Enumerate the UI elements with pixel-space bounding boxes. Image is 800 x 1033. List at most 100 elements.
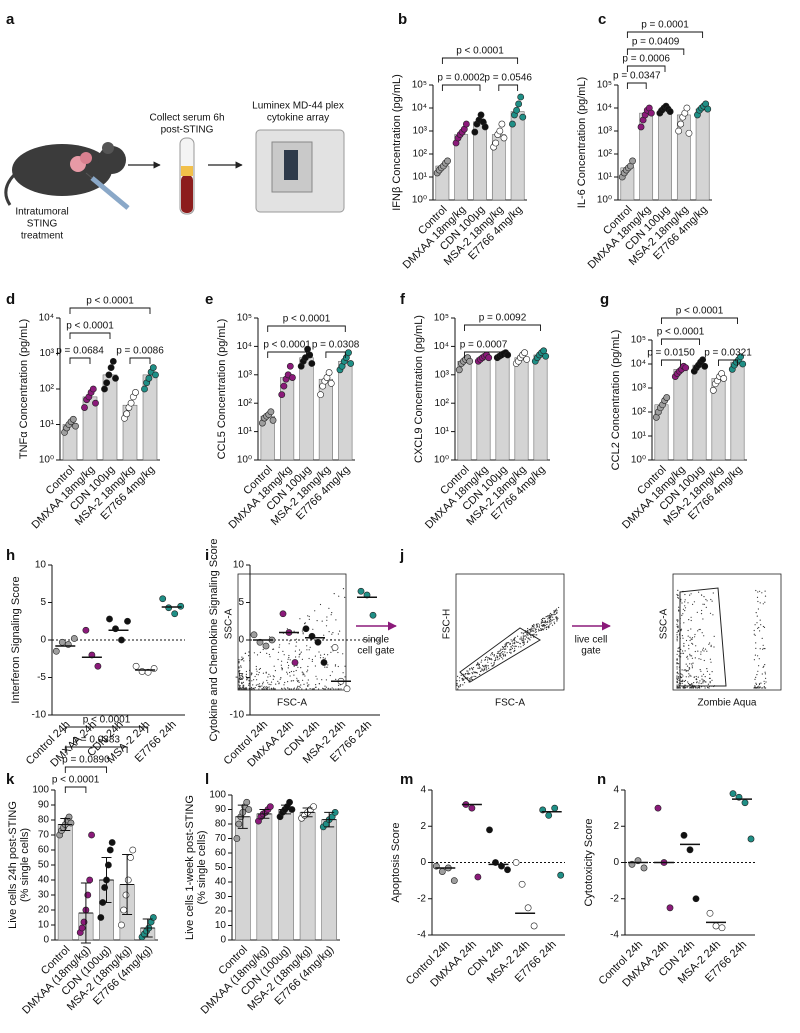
event-dot	[307, 685, 309, 688]
event-dot	[281, 669, 283, 671]
data-point	[474, 873, 482, 881]
event-dot	[677, 647, 679, 649]
y-tick-label: 0	[238, 635, 244, 646]
event-dot	[481, 668, 483, 670]
y-tick-label: 100	[32, 785, 49, 796]
error-bar	[279, 804, 293, 815]
event-dot	[684, 605, 686, 607]
event-dot	[543, 617, 545, 619]
event-dot	[511, 646, 513, 648]
event-dot	[540, 622, 542, 624]
data-point	[78, 924, 86, 932]
event-dot	[256, 679, 258, 681]
event-dot	[520, 632, 523, 634]
event-dot	[757, 591, 759, 593]
event-dot	[493, 654, 495, 656]
event-dot	[238, 659, 240, 661]
event-dot	[241, 659, 243, 661]
data-point	[127, 399, 135, 407]
event-dot	[709, 677, 711, 680]
event-dot	[676, 684, 678, 686]
data-point	[699, 356, 707, 364]
data-point	[124, 617, 131, 625]
event-dot	[463, 679, 465, 681]
event-dot	[681, 680, 683, 682]
event-dot	[281, 660, 283, 662]
data-point	[289, 374, 296, 381]
event-dot	[676, 636, 679, 638]
y-tick-label: 10⁴	[412, 103, 427, 114]
data-point	[118, 921, 125, 929]
event-dot	[269, 656, 271, 658]
data-point	[262, 642, 270, 650]
event-dot	[320, 654, 322, 656]
y-axis-title: Live cells 1-week post-STING	[184, 795, 196, 940]
event-dot	[502, 658, 504, 660]
event-dot	[497, 652, 499, 654]
event-dot	[703, 659, 705, 662]
event-dot	[255, 665, 257, 668]
y-tick-label: 40	[215, 877, 227, 888]
event-dot	[254, 675, 256, 678]
event-dot	[331, 687, 333, 689]
y-tick-label: 100	[209, 790, 226, 801]
event-dot	[461, 679, 463, 681]
y-tick-label: -5	[37, 672, 46, 683]
event-dot	[761, 592, 763, 594]
event-dot	[684, 593, 686, 596]
data-point	[145, 374, 153, 382]
p-value: p = 0.0150	[647, 348, 695, 359]
event-dot	[543, 624, 545, 626]
event-dot	[302, 632, 304, 634]
event-dot	[762, 644, 764, 646]
event-dot	[298, 654, 300, 656]
error-bar	[58, 818, 73, 831]
event-dot	[300, 667, 302, 669]
event-dot	[466, 670, 468, 672]
event-dot	[756, 596, 759, 599]
event-dot	[544, 627, 546, 629]
event-dot	[511, 647, 513, 650]
event-dot	[761, 637, 763, 640]
event-dot	[691, 686, 693, 688]
y-axis-title: TNFα Concentration (pg/mL)	[18, 319, 30, 459]
event-dot	[477, 662, 479, 664]
bar	[476, 357, 491, 461]
flow-axis-label: FSC-A	[495, 698, 525, 709]
data-point	[521, 349, 529, 357]
event-dot	[293, 630, 295, 632]
event-dot	[701, 609, 703, 612]
event-dot	[316, 620, 318, 622]
event-dot	[711, 671, 713, 673]
data-point	[314, 638, 322, 646]
event-dot	[677, 597, 680, 599]
event-dot	[248, 684, 250, 686]
event-dot	[548, 627, 550, 629]
event-dot	[693, 682, 695, 684]
event-dot	[689, 683, 691, 686]
bar	[695, 108, 710, 201]
event-dot	[689, 663, 691, 665]
event-dot	[290, 670, 292, 673]
event-dot	[758, 665, 760, 667]
data-point	[347, 360, 355, 367]
y-tick-label: 10⁴	[631, 359, 646, 370]
bracket	[441, 57, 519, 64]
event-dot	[686, 655, 689, 657]
event-dot	[302, 633, 304, 635]
bracket	[69, 332, 111, 339]
event-dot	[702, 681, 704, 683]
event-dot	[238, 662, 240, 664]
y-tick-label: 90	[215, 804, 227, 815]
event-dot	[288, 654, 290, 657]
data-point	[542, 352, 550, 360]
event-dot	[687, 670, 689, 672]
p-value: p < 0.0001	[66, 321, 114, 332]
event-dot	[754, 685, 756, 687]
event-dot	[764, 687, 766, 689]
event-dot	[677, 589, 679, 592]
step-label: cytokine array	[267, 113, 329, 124]
event-dot	[699, 669, 701, 671]
event-dot	[469, 678, 471, 680]
event-dot	[268, 683, 270, 686]
